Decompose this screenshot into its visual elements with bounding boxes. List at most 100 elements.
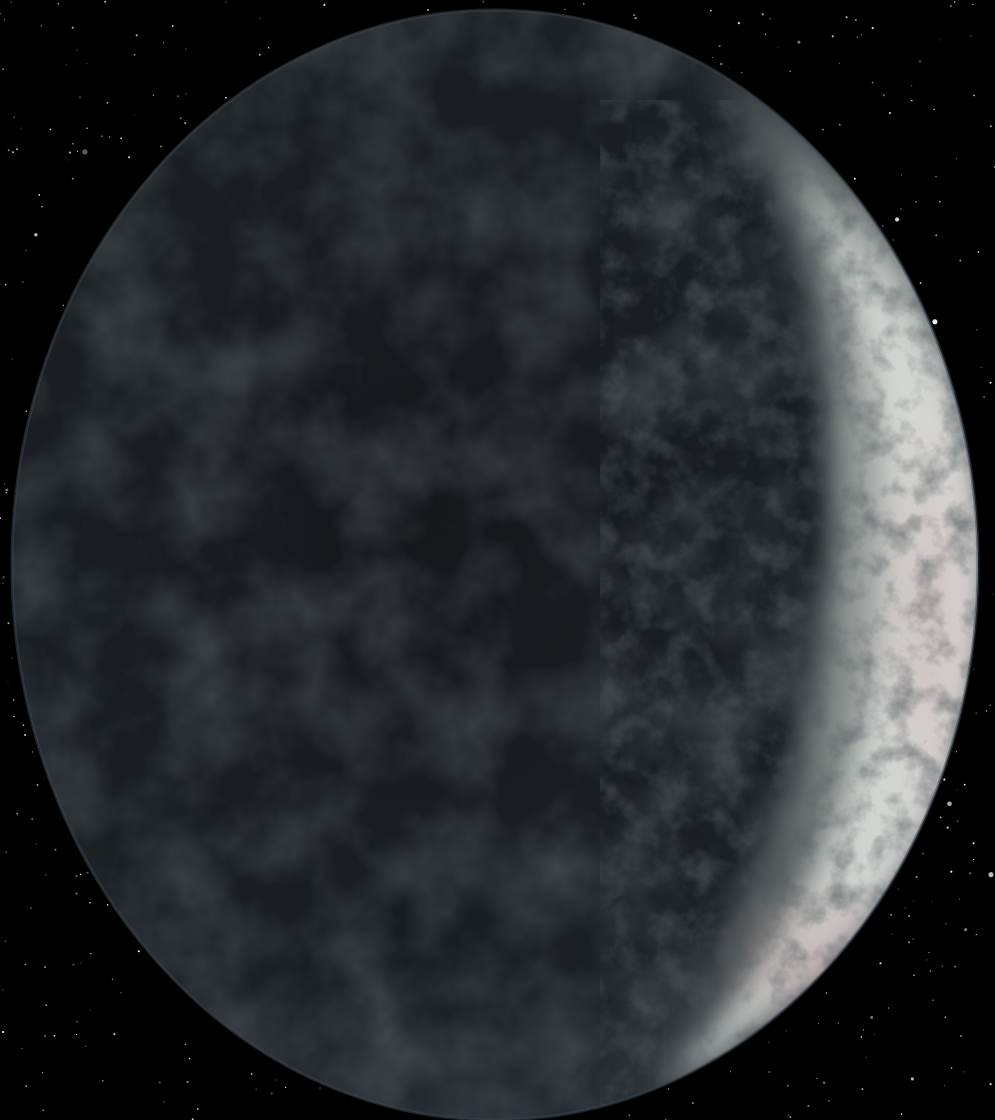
star [41, 1071, 43, 1073]
star [25, 1085, 28, 1087]
star [11, 657, 13, 659]
star [667, 1088, 670, 1090]
star [72, 963, 75, 966]
star [730, 1071, 731, 1073]
star [102, 1080, 104, 1082]
star [4, 940, 7, 943]
star [915, 875, 918, 879]
star [891, 933, 893, 935]
star [973, 859, 975, 861]
star [769, 18, 771, 20]
star [160, 145, 163, 148]
star [945, 922, 947, 925]
star [933, 108, 935, 111]
star [888, 112, 891, 114]
star [25, 410, 27, 412]
star [11, 358, 13, 360]
star [16, 148, 18, 151]
star [818, 1023, 819, 1025]
star [890, 913, 892, 916]
star [910, 1077, 914, 1081]
star [22, 724, 25, 726]
star [926, 959, 928, 961]
star [932, 999, 934, 1001]
star [983, 395, 986, 398]
star [89, 1009, 91, 1011]
star [21, 1048, 23, 1050]
star [225, 1, 227, 3]
star [861, 1088, 864, 1091]
star [2, 576, 5, 579]
star [860, 33, 863, 36]
star [932, 319, 938, 325]
star [950, 870, 953, 873]
star [990, 125, 992, 127]
star [76, 1034, 78, 1036]
star [45, 1004, 47, 1006]
star [908, 941, 910, 944]
star [634, 17, 637, 20]
star [963, 1071, 965, 1073]
star [30, 907, 32, 909]
star [928, 952, 930, 954]
star [583, 2, 585, 5]
star [86, 127, 88, 129]
star [427, 9, 429, 11]
star [785, 1030, 787, 1032]
star [856, 36, 859, 39]
star [992, 593, 994, 595]
star [976, 329, 978, 331]
star [822, 128, 824, 131]
star [65, 64, 67, 66]
star [184, 122, 187, 125]
star [989, 1083, 992, 1086]
star [40, 25, 42, 27]
star [973, 94, 975, 97]
star [789, 70, 792, 73]
star [163, 42, 164, 44]
star [989, 704, 991, 706]
star [837, 1022, 839, 1024]
star [882, 225, 884, 227]
star [7, 149, 10, 152]
star [13, 116, 15, 118]
star [915, 201, 917, 203]
star [972, 842, 975, 845]
star [76, 49, 78, 51]
star [960, 1036, 962, 1037]
star [959, 898, 961, 900]
star [250, 1073, 253, 1076]
star [184, 1043, 187, 1046]
star [855, 19, 857, 21]
star [113, 1033, 116, 1036]
star [45, 874, 47, 876]
star [109, 136, 111, 138]
star [807, 1104, 810, 1107]
star [972, 4, 974, 6]
star [284, 1086, 287, 1089]
star [133, 53, 136, 56]
star [258, 53, 261, 56]
star [946, 826, 949, 829]
star [935, 176, 937, 178]
star [935, 234, 938, 237]
star [989, 381, 992, 384]
star [768, 1041, 770, 1043]
star [90, 952, 92, 955]
star [255, 1088, 257, 1090]
star [101, 135, 103, 137]
star [964, 928, 968, 932]
star [67, 159, 69, 161]
star [111, 978, 113, 980]
star [79, 873, 82, 876]
star [135, 34, 138, 37]
star [42, 1109, 45, 1112]
star [929, 970, 932, 972]
star [120, 137, 122, 140]
star [268, 47, 270, 49]
star [913, 974, 915, 976]
star [939, 200, 941, 203]
star [5, 491, 8, 494]
crescent-surface-texture [600, 100, 978, 1120]
star [892, 239, 895, 241]
